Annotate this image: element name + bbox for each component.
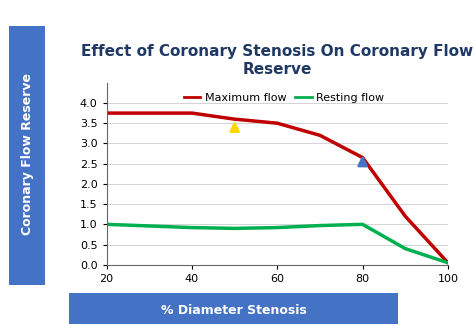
Text: % Diameter Stenosis: % Diameter Stenosis xyxy=(161,304,307,317)
Text: Coronary Flow Reserve: Coronary Flow Reserve xyxy=(21,73,34,235)
Legend: Maximum flow, Resting flow: Maximum flow, Resting flow xyxy=(179,88,389,107)
Title: Effect of Coronary Stenosis On Coronary Flow
Reserve: Effect of Coronary Stenosis On Coronary … xyxy=(81,44,474,77)
FancyBboxPatch shape xyxy=(9,26,45,285)
FancyBboxPatch shape xyxy=(69,293,398,324)
